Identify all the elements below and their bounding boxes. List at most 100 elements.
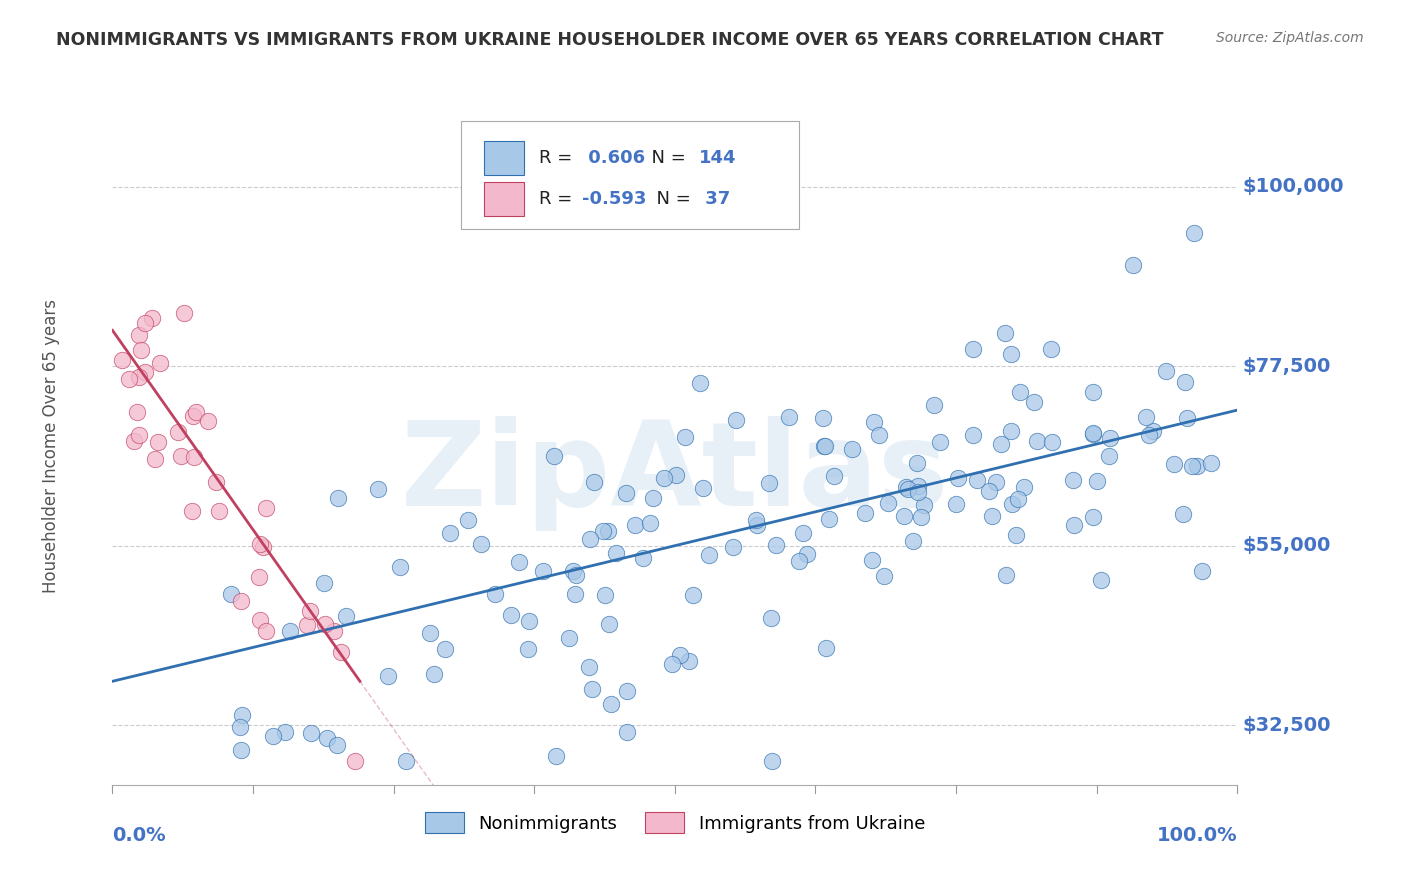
Point <box>128 428 150 442</box>
Point <box>1025 434 1047 448</box>
Text: 0.606: 0.606 <box>582 149 644 167</box>
Point <box>274 725 297 739</box>
Point <box>894 480 917 494</box>
Text: ZipAtlas: ZipAtlas <box>401 416 949 531</box>
Point <box>692 481 714 495</box>
Point <box>312 575 335 590</box>
Point <box>945 497 967 511</box>
Point <box>984 475 1007 490</box>
Point <box>641 491 664 505</box>
FancyBboxPatch shape <box>484 182 524 216</box>
Point <box>254 501 277 516</box>
Point <box>638 516 661 531</box>
Point <box>605 546 627 560</box>
Text: N =: N = <box>644 190 696 208</box>
Point <box>910 510 932 524</box>
Point <box>315 731 337 745</box>
Point <box>1040 343 1063 357</box>
Point <box>1171 507 1194 521</box>
Point <box>721 541 744 555</box>
Text: N =: N = <box>640 149 692 167</box>
Point <box>183 450 205 464</box>
Point <box>598 617 620 632</box>
Point <box>778 410 800 425</box>
Point <box>129 343 152 357</box>
Point <box>1154 364 1177 378</box>
Point <box>796 547 818 561</box>
Point <box>326 491 349 506</box>
Point <box>1098 432 1121 446</box>
Point <box>377 669 399 683</box>
Point <box>761 754 783 768</box>
Point <box>1087 474 1109 488</box>
Point <box>1142 425 1164 439</box>
Point <box>314 617 336 632</box>
Point <box>344 754 367 768</box>
Point <box>1185 459 1208 474</box>
Point <box>665 468 688 483</box>
Point <box>669 648 692 663</box>
Point <box>219 587 242 601</box>
Point <box>1163 457 1185 471</box>
Point <box>247 570 270 584</box>
Point <box>1012 480 1035 494</box>
Point <box>544 748 567 763</box>
FancyBboxPatch shape <box>484 141 524 175</box>
Text: Householder Income Over 65 years: Householder Income Over 65 years <box>42 299 59 593</box>
Point <box>249 613 271 627</box>
Point <box>1083 509 1105 524</box>
Point <box>1191 564 1213 578</box>
Point <box>765 538 787 552</box>
Point <box>817 512 839 526</box>
Point <box>531 564 554 578</box>
Point <box>395 754 418 768</box>
Point <box>1181 458 1204 473</box>
Point <box>558 631 581 645</box>
Point <box>962 342 984 356</box>
Point <box>758 476 780 491</box>
Point <box>614 486 637 500</box>
Point <box>922 398 945 412</box>
Point <box>682 588 704 602</box>
Point <box>1040 434 1063 449</box>
Point <box>977 483 1000 498</box>
Point <box>745 517 768 532</box>
Point <box>508 555 530 569</box>
Text: NONIMMIGRANTS VS IMMIGRANTS FROM UKRAINE HOUSEHOLDER INCOME OVER 65 YEARS CORREL: NONIMMIGRANTS VS IMMIGRANTS FROM UKRAINE… <box>56 31 1164 49</box>
Point <box>905 456 928 470</box>
Text: $100,000: $100,000 <box>1243 178 1344 196</box>
Point <box>873 568 896 582</box>
Point <box>814 641 837 656</box>
Point <box>1083 427 1105 442</box>
Point <box>433 641 456 656</box>
Point <box>813 439 835 453</box>
Point <box>186 405 208 419</box>
Point <box>1135 410 1157 425</box>
Point <box>581 681 603 696</box>
Point <box>1174 376 1197 390</box>
Point <box>229 720 252 734</box>
Point <box>517 614 540 628</box>
Point <box>759 611 782 625</box>
Point <box>457 513 479 527</box>
Text: Source: ZipAtlas.com: Source: ZipAtlas.com <box>1216 31 1364 45</box>
Point <box>134 316 156 330</box>
Point <box>231 708 253 723</box>
Point <box>141 311 163 326</box>
Text: 37: 37 <box>699 190 730 208</box>
Text: 0.0%: 0.0% <box>112 826 166 845</box>
Point <box>893 508 915 523</box>
Point <box>1000 425 1022 439</box>
Point <box>122 434 145 449</box>
Point <box>813 439 835 453</box>
Point <box>167 425 190 439</box>
Point <box>299 604 322 618</box>
Point <box>966 473 988 487</box>
Point <box>582 475 605 489</box>
Point <box>197 414 219 428</box>
Point <box>578 660 600 674</box>
Point <box>1083 384 1105 399</box>
Point <box>278 624 301 639</box>
Point <box>1022 394 1045 409</box>
Point <box>673 430 696 444</box>
